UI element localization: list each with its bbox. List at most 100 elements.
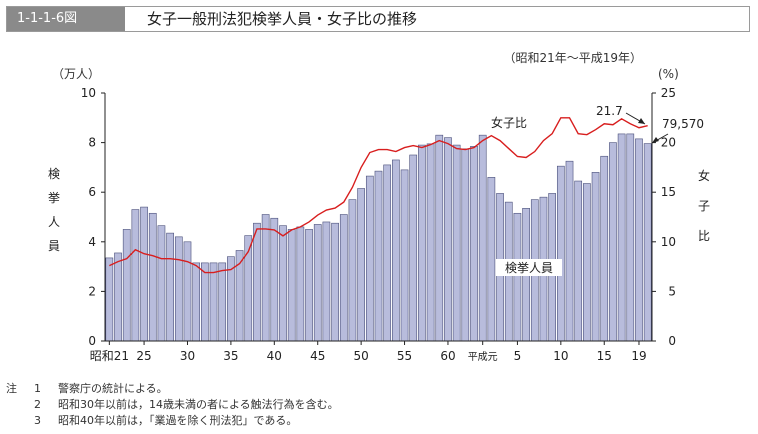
note-text: 昭和30年以前は，14歳未満の者による触法行為を含む。: [58, 398, 339, 411]
bar: [365, 175, 374, 342]
bar: [348, 199, 357, 342]
bar: [418, 144, 426, 342]
bar: [583, 183, 591, 342]
bar: [461, 148, 470, 342]
bar: [635, 138, 643, 342]
bar: [140, 206, 148, 342]
bar: [322, 221, 331, 342]
bar: [305, 229, 313, 342]
x-tick-label: 50: [353, 349, 368, 363]
bar: [392, 159, 400, 342]
bar: [114, 252, 122, 342]
bar: [565, 160, 574, 342]
line-series-label: 女子比: [491, 115, 527, 130]
x-tick-label: 55: [397, 349, 412, 363]
note-number: 3: [34, 414, 41, 427]
x-tick-label: 15: [597, 349, 612, 363]
bar: [122, 229, 131, 342]
note-text: 警察庁の統計による。: [58, 382, 168, 395]
bar: [409, 154, 418, 342]
bar: [174, 236, 183, 342]
bar-series-label: 検挙人員: [505, 261, 553, 275]
left-tick-label: 10: [81, 86, 96, 100]
bar: [331, 222, 339, 342]
note-number: 1: [34, 382, 41, 395]
bar-series-label-box: [496, 259, 562, 276]
figure-header: 1-1-1-6図 女子一般刑法犯検挙人員・女子比の推移: [6, 6, 750, 32]
x-tick-label: 平成元: [468, 351, 498, 363]
bar: [131, 209, 140, 342]
axis-label-char: 挙: [48, 191, 60, 205]
bar: [591, 172, 600, 342]
axis-label-char: 比: [698, 229, 710, 243]
axis-label-char: 人: [48, 215, 60, 229]
note-text: 昭和40年以前は，「業過を除く刑法犯」である。: [58, 414, 298, 427]
figure-title: 女子一般刑法犯検挙人員・女子比の推移: [147, 10, 418, 28]
bar: [452, 144, 461, 342]
bar: [192, 262, 201, 342]
left-unit-label: （万人）: [52, 67, 100, 81]
bar: [609, 142, 617, 342]
right-tick-label: 15: [661, 185, 676, 199]
right-axis-label: 女子比: [698, 168, 710, 243]
right-tick-label: 20: [661, 136, 676, 150]
bar: [626, 133, 635, 342]
bar: [339, 214, 348, 342]
right-unit-label: (%): [658, 67, 679, 81]
left-tick-label: 8: [88, 136, 96, 150]
bar: [574, 180, 583, 342]
bar: [201, 262, 209, 342]
right-tick-label: 0: [668, 334, 676, 348]
x-tick-label: 30: [180, 349, 195, 363]
x-tick-label: 10: [553, 349, 568, 363]
bar: [617, 133, 626, 342]
bar: [261, 214, 270, 342]
axis-label-char: 検: [48, 167, 60, 181]
ratio-line: [109, 117, 648, 274]
x-tick-label: 60: [440, 349, 455, 363]
bar: [166, 232, 174, 342]
bar: [400, 169, 409, 342]
bar: [426, 143, 435, 342]
axis-label-char: 女: [698, 168, 710, 183]
note-head: 注: [6, 382, 17, 395]
bar: [148, 212, 157, 342]
bar: [383, 164, 392, 342]
bar: [600, 155, 609, 342]
x-tick-label: 5: [514, 349, 522, 363]
left-tick-label: 2: [88, 284, 96, 298]
left-tick-label: 4: [88, 235, 96, 249]
bar-series: [105, 133, 652, 342]
left-ticks: 0 2 4 6 8 10: [81, 86, 105, 348]
last-count-arrowhead: [652, 137, 659, 143]
left-tick-label: 6: [88, 185, 96, 199]
bar: [357, 188, 365, 342]
right-tick-label: 5: [668, 284, 676, 298]
left-axis-label: 検挙人員: [48, 167, 60, 253]
right-ticks: 0 5 10 15 20 25: [652, 86, 676, 348]
period-label: （昭和21年～平成19年）: [503, 51, 642, 65]
bar: [296, 226, 305, 342]
bar: [513, 212, 522, 342]
x-tick-label: 昭和21: [90, 349, 129, 363]
x-tick-label: 45: [310, 349, 325, 363]
bar: [556, 165, 565, 342]
figure-number: 1-1-1-6図: [7, 7, 125, 31]
last-count-annotation: 79,570: [662, 117, 704, 131]
bar: [487, 177, 496, 342]
bar: [287, 229, 296, 342]
left-tick-label: 0: [88, 334, 96, 348]
note-number: 2: [34, 398, 41, 411]
bar: [183, 241, 192, 342]
x-tick-label: 25: [136, 349, 151, 363]
x-tick-label: 35: [223, 349, 238, 363]
bar: [374, 170, 383, 342]
right-tick-label: 25: [661, 86, 676, 100]
bar: [313, 224, 322, 342]
bar: [157, 225, 166, 342]
bar: [478, 134, 487, 342]
bar: [444, 137, 452, 342]
bar: [279, 225, 287, 342]
bar: [435, 134, 444, 342]
bar: [470, 146, 478, 342]
